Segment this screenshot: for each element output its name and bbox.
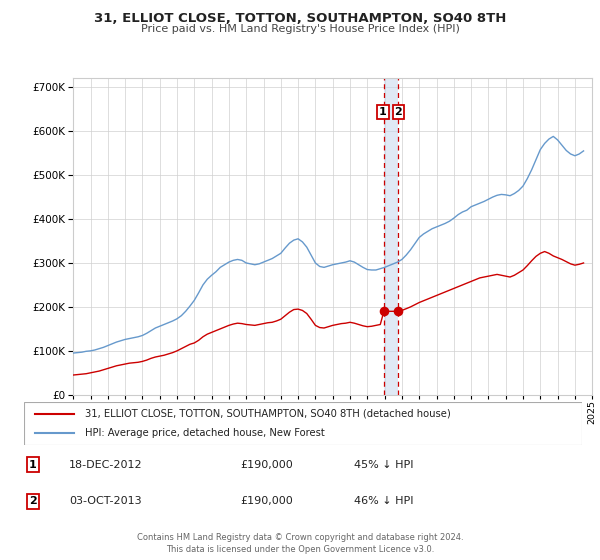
FancyBboxPatch shape: [24, 402, 582, 445]
Text: HPI: Average price, detached house, New Forest: HPI: Average price, detached house, New …: [85, 428, 325, 438]
Text: 1: 1: [29, 460, 37, 470]
Text: This data is licensed under the Open Government Licence v3.0.: This data is licensed under the Open Gov…: [166, 545, 434, 554]
Text: 45% ↓ HPI: 45% ↓ HPI: [354, 460, 413, 470]
Text: £190,000: £190,000: [240, 460, 293, 470]
Text: 31, ELLIOT CLOSE, TOTTON, SOUTHAMPTON, SO40 8TH (detached house): 31, ELLIOT CLOSE, TOTTON, SOUTHAMPTON, S…: [85, 409, 451, 419]
Text: Contains HM Land Registry data © Crown copyright and database right 2024.: Contains HM Land Registry data © Crown c…: [137, 533, 463, 542]
Bar: [384, 78, 398, 395]
Text: 03-OCT-2013: 03-OCT-2013: [69, 496, 142, 506]
Text: 18-DEC-2012: 18-DEC-2012: [69, 460, 143, 470]
Text: 31, ELLIOT CLOSE, TOTTON, SOUTHAMPTON, SO40 8TH: 31, ELLIOT CLOSE, TOTTON, SOUTHAMPTON, S…: [94, 12, 506, 25]
Text: 2: 2: [29, 496, 37, 506]
Point: [393, 307, 403, 316]
Point: [379, 307, 389, 316]
Text: 2: 2: [395, 106, 403, 116]
Text: £190,000: £190,000: [240, 496, 293, 506]
Text: 1: 1: [379, 106, 387, 116]
Text: 46% ↓ HPI: 46% ↓ HPI: [354, 496, 413, 506]
Text: Price paid vs. HM Land Registry's House Price Index (HPI): Price paid vs. HM Land Registry's House …: [140, 24, 460, 34]
